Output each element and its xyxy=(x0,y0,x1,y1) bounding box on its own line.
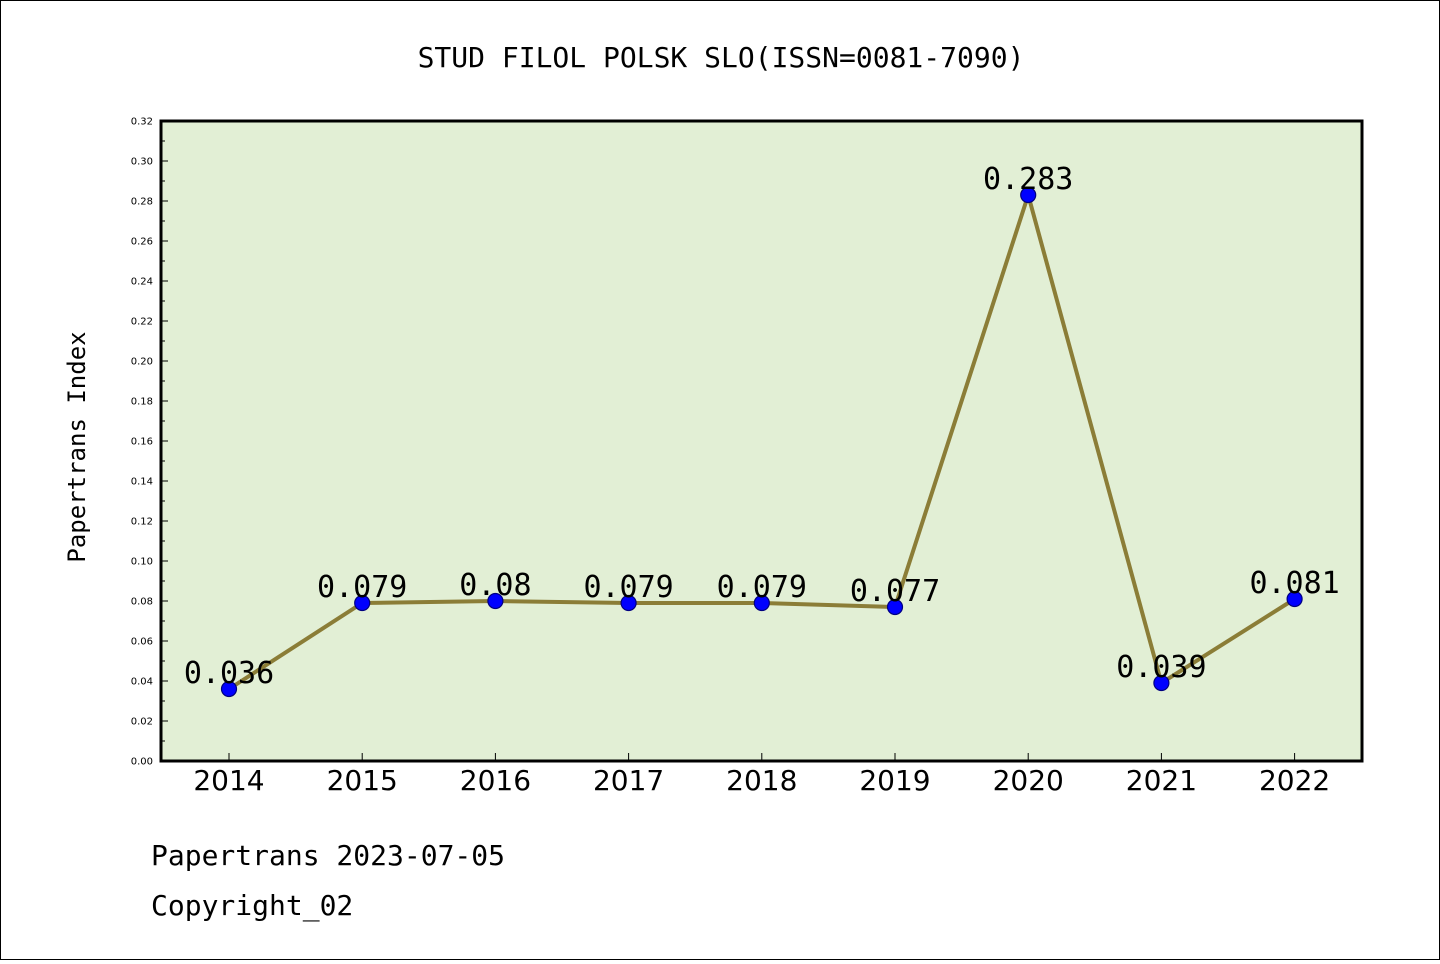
x-tick-label: 2019 xyxy=(859,764,930,797)
data-value-label: 0.283 xyxy=(983,162,1073,197)
data-point-marker xyxy=(487,592,504,610)
y-tick-label: 0.14 xyxy=(131,477,153,488)
y-tick-label: 0.22 xyxy=(131,317,153,328)
x-tick-label: 2022 xyxy=(1259,764,1330,797)
y-axis-label: Papertrans Index xyxy=(63,331,91,562)
data-point-marker xyxy=(220,680,238,698)
y-tick-label: 0.16 xyxy=(131,437,153,448)
data-markers xyxy=(220,186,1303,698)
data-point-marker xyxy=(354,594,371,612)
footer-date-text: Papertrans 2023-07-05 xyxy=(151,839,505,872)
data-value-label: 0.079 xyxy=(317,570,407,605)
chart-title: STUD FILOL POLSK SLO(ISSN=0081-7090) xyxy=(418,41,1025,74)
data-value-label: 0.036 xyxy=(184,656,274,691)
y-tick-label: 0.28 xyxy=(131,197,153,208)
y-tick-label: 0.08 xyxy=(131,597,153,608)
y-tick-label: 0.24 xyxy=(131,277,153,288)
data-point-marker xyxy=(886,598,904,616)
y-tick-label: 0.18 xyxy=(131,397,153,408)
data-value-label: 0.079 xyxy=(717,570,807,605)
data-value-label: 0.039 xyxy=(1116,650,1206,685)
x-tick-label: 2020 xyxy=(993,764,1064,797)
plot-area xyxy=(159,119,1364,763)
data-point-marker xyxy=(620,594,637,612)
data-point-marker xyxy=(1286,590,1303,608)
data-value-label: 0.079 xyxy=(583,570,673,605)
data-point-marker xyxy=(753,594,770,612)
y-axis-ticks: 0.00 0.02 0.04 0.06 0.08 0.10 0.12 0.14 0.16 0.18… xyxy=(131,117,168,768)
y-tick-label: 0.12 xyxy=(131,517,153,528)
y-tick-label: 0.04 xyxy=(131,677,153,688)
x-tick-label: 2014 xyxy=(193,764,264,797)
y-tick-label: 0.30 xyxy=(131,157,153,168)
data-labels: 0.036 0.079 0.08 0.079 0.079 0.077 0.283 0.039 0… xyxy=(184,162,1340,691)
data-point-marker xyxy=(1153,674,1170,692)
x-tick-label: 2017 xyxy=(593,764,664,797)
y-tick-label: 0.32 xyxy=(131,117,153,128)
data-value-label: 0.081 xyxy=(1249,566,1339,601)
footer-copyright-text: Copyright_02 xyxy=(151,889,353,923)
y-tick-label: 0.06 xyxy=(131,637,153,648)
x-tick-label: 2018 xyxy=(726,764,797,797)
y-tick-label: 0.10 xyxy=(131,557,153,568)
y-tick-label: 0.26 xyxy=(131,237,153,248)
data-point-marker xyxy=(1020,186,1037,204)
y-tick-label: 0.20 xyxy=(131,357,153,368)
x-tick-label: 2015 xyxy=(327,764,398,797)
data-value-label: 0.08 xyxy=(459,568,531,603)
data-value-label: 0.077 xyxy=(850,574,940,609)
x-tick-label: 2016 xyxy=(460,764,531,797)
x-tick-label: 2021 xyxy=(1126,764,1197,797)
y-tick-label: 0.00 xyxy=(131,757,153,768)
y-tick-label: 0.02 xyxy=(131,717,153,728)
x-axis-ticks: 2014 2015 2016 2017 2018 2019 2020 2021 2022 xyxy=(193,753,1330,797)
